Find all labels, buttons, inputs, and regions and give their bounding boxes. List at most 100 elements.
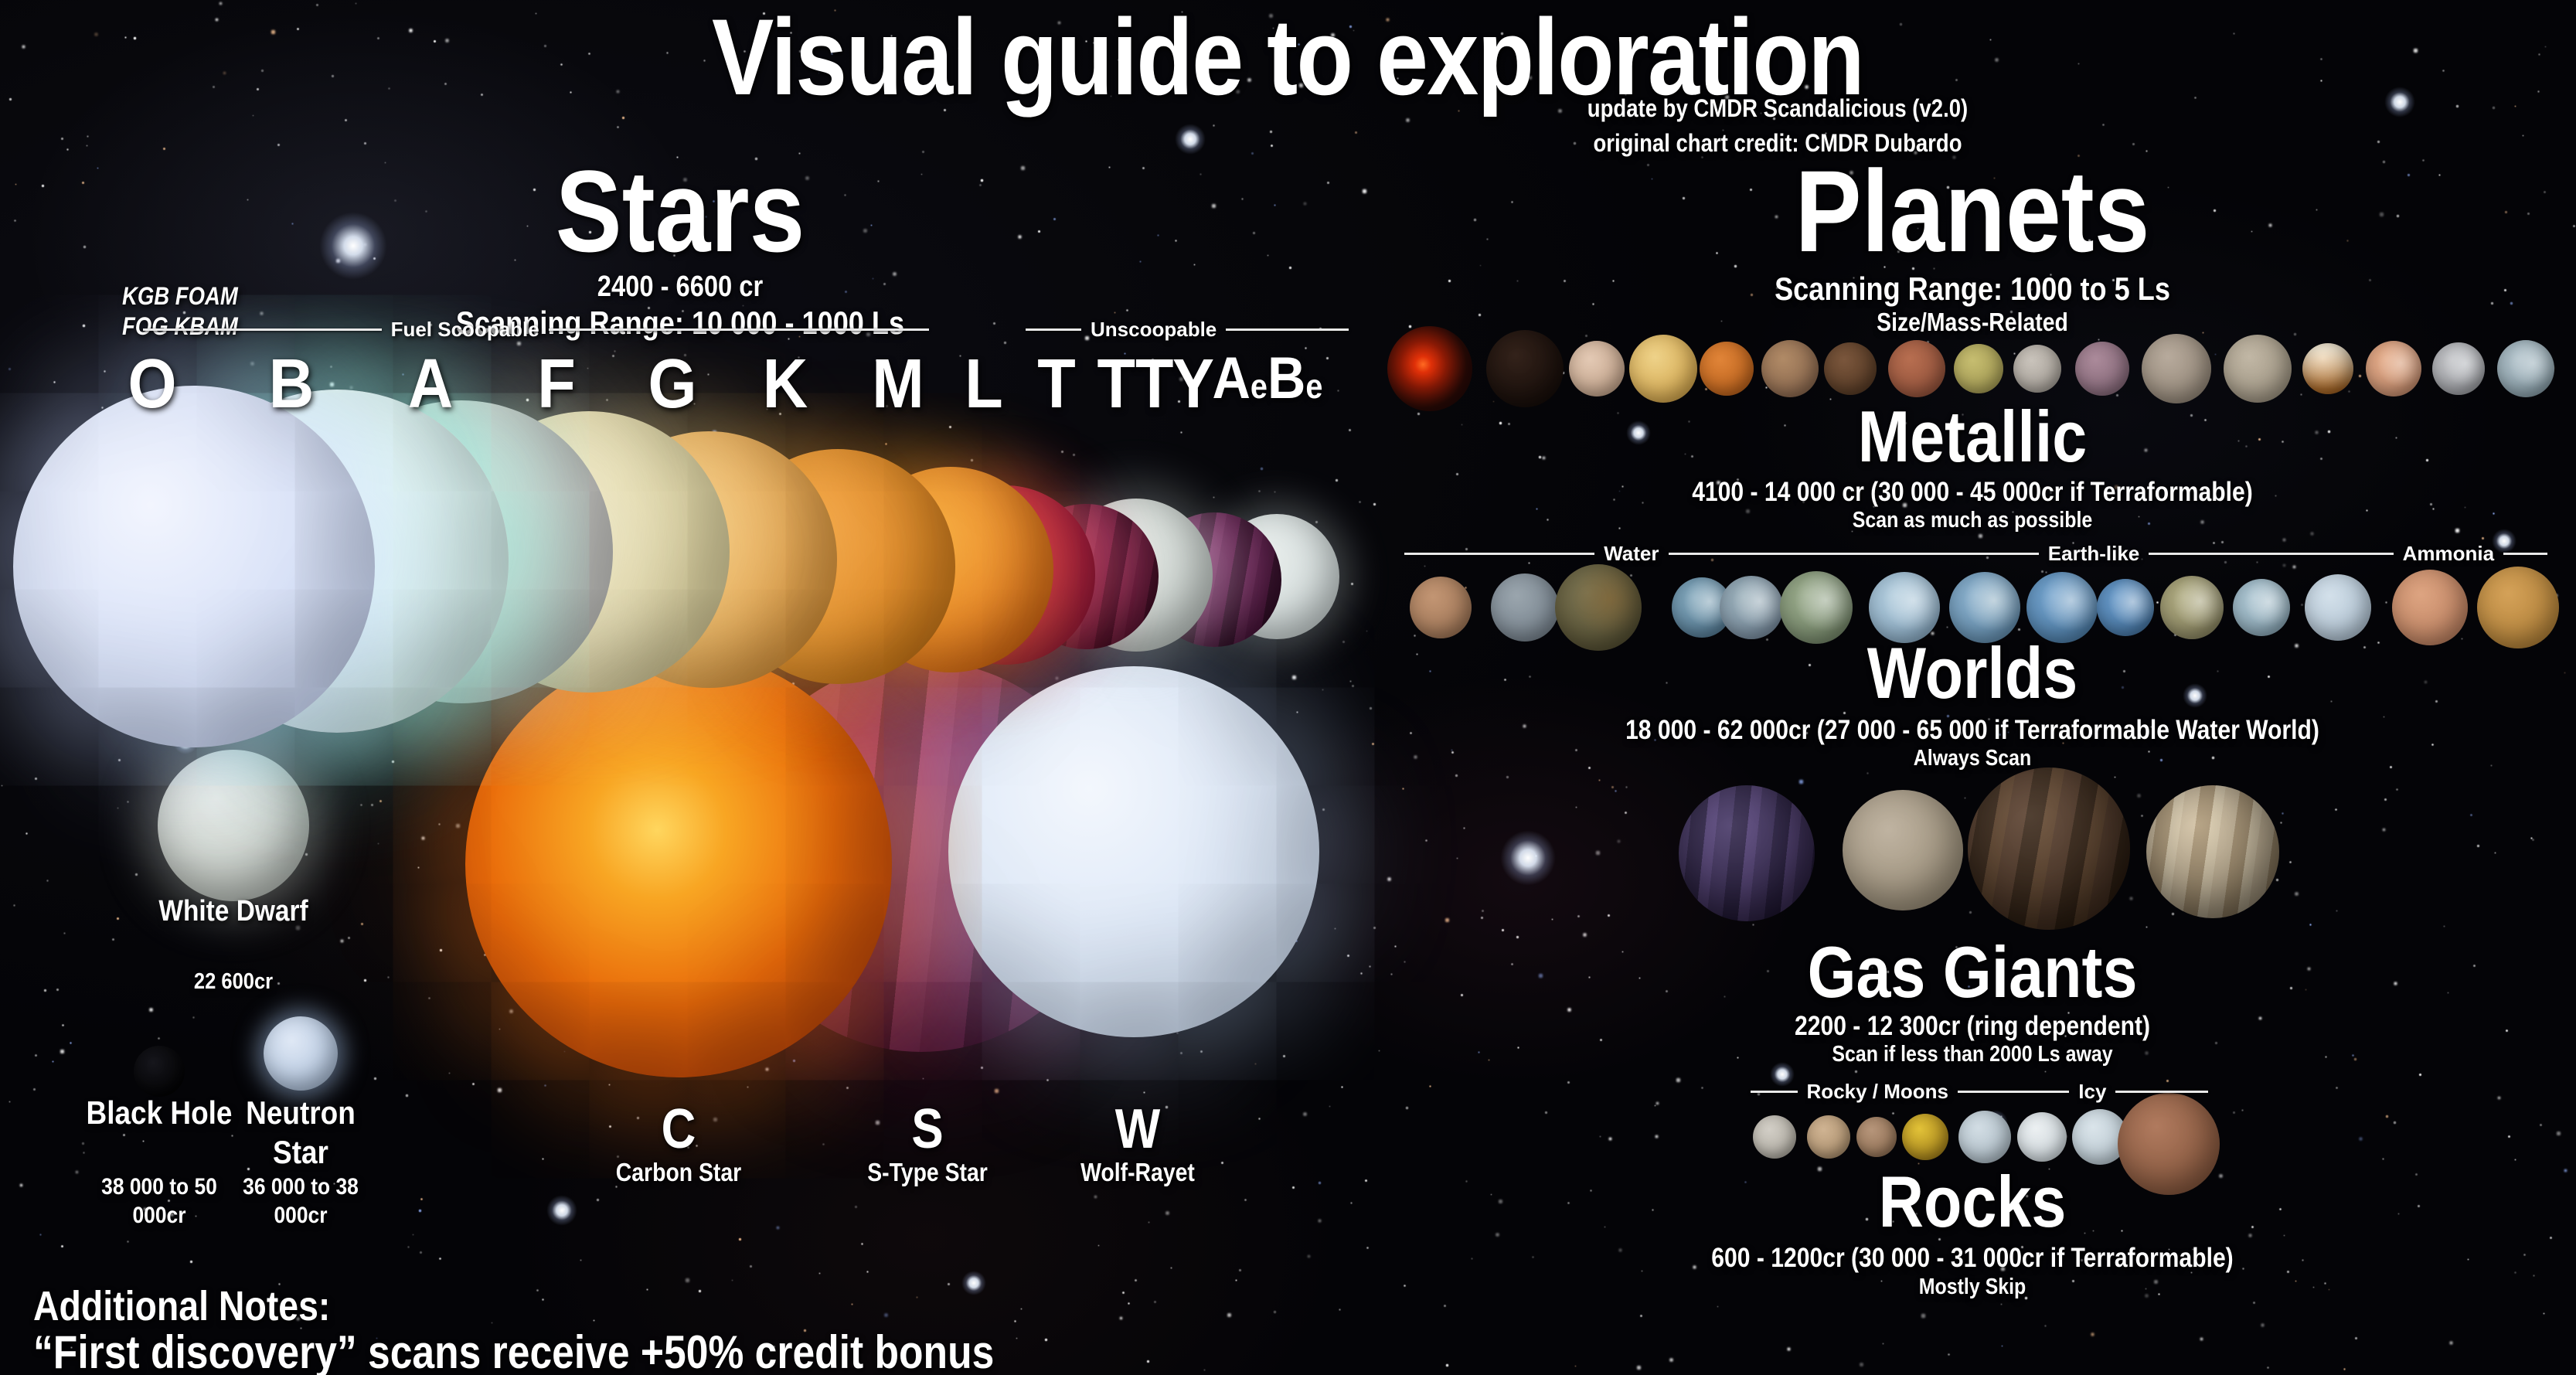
bright-star <box>546 1195 577 1226</box>
divider-line <box>2115 1090 2208 1093</box>
gas-giants-heading: Gas Giants <box>1807 931 2138 1013</box>
planet-worlds-2 <box>1491 573 1559 642</box>
planet-worlds-12 <box>2233 579 2290 636</box>
stars-scanning-range: Scanning Range: 10 000 - 1000 Ls <box>455 305 905 341</box>
star-class-letter-aebe: AeBe <box>1212 345 1323 411</box>
rocks-heading: Rocks <box>1878 1161 2067 1242</box>
planet-worlds-10 <box>2097 579 2154 636</box>
neutron-star-label: Neutron Star <box>246 1094 356 1171</box>
metallic-note: Scan as much as possible <box>1852 508 2093 533</box>
bright-star <box>319 212 387 280</box>
bright-star <box>1770 1062 1795 1087</box>
carbon-star-label: Carbon Star <box>615 1158 742 1186</box>
planet-rocks-5 <box>1958 1111 2011 1163</box>
gas-giants-note: Scan if less than 2000 Ls away <box>1832 1042 2113 1067</box>
planet-rocks-6 <box>2017 1112 2067 1162</box>
planet-metallic-5 <box>1700 342 1754 396</box>
stars-price: 2400 - 6600 cr <box>597 271 764 303</box>
divider-line <box>1751 1090 1798 1093</box>
bright-star <box>1175 124 1206 155</box>
metallic-heading: Metallic <box>1857 396 2088 477</box>
planet-worlds-11 <box>2160 576 2224 639</box>
planet-rocks-3 <box>1856 1117 1897 1157</box>
planets-size-note: Size/Mass-Related <box>1877 308 2068 336</box>
planet-metallic-16 <box>2432 342 2485 395</box>
divider-line <box>143 328 382 331</box>
planet-metallic-12 <box>2142 334 2211 403</box>
divider-line <box>1026 328 1082 331</box>
black-hole-label: Black Hole <box>86 1094 233 1131</box>
mnemonic: KGB FOAM FOG KBAM <box>122 281 238 342</box>
star-class-o-circle <box>13 386 375 747</box>
planet-rocks-2 <box>1807 1115 1850 1159</box>
divider-line <box>1226 328 1349 331</box>
carbon-star-letter: C <box>661 1098 696 1160</box>
mnemonic-line-2: FOG KBAM <box>122 312 238 341</box>
star-wolf-rayet-circle <box>948 666 1319 1037</box>
planet-metallic-7 <box>1824 342 1877 395</box>
planet-metallic-9 <box>1954 344 2003 393</box>
black-hole-circle <box>134 1046 185 1097</box>
planet-metallic-6 <box>1761 340 1819 397</box>
wolf-rayet-letter: W <box>1114 1098 1161 1160</box>
earth-like-label: Earth-like <box>2047 541 2140 565</box>
planet-rocks-4 <box>1902 1114 1948 1160</box>
star-class-letter-a: A <box>407 345 454 423</box>
white-dwarf-circle <box>158 750 309 901</box>
worlds-heading: Worlds <box>1866 632 2078 713</box>
star-carbon-star-circle <box>465 651 892 1077</box>
bright-star <box>2183 683 2207 708</box>
star-class-letter-b: B <box>268 345 315 423</box>
planet-worlds-5 <box>1720 576 1783 639</box>
bright-star <box>961 1271 986 1295</box>
credit-update: update by CMDR Scandalicious (v2.0) <box>1587 94 1969 122</box>
planets-scanning-range: Scanning Range: 1000 to 5 Ls <box>1775 271 2170 307</box>
planet-metallic-4 <box>1629 335 1697 403</box>
star-class-letter-l: L <box>965 345 1003 423</box>
worlds-price: 18 000 - 62 000cr (27 000 - 65 000 if Te… <box>1625 715 2319 745</box>
star-class-letter-f: F <box>537 345 576 423</box>
s-type-star-label: S-Type Star <box>867 1158 988 1186</box>
planet-metallic-1 <box>1387 326 1472 411</box>
neutron-star-circle <box>264 1016 338 1091</box>
planet-metallic-14 <box>2302 343 2353 394</box>
planet-metallic-2 <box>1486 330 1564 407</box>
planet-metallic-15 <box>2366 341 2421 397</box>
rocks-price: 600 - 1200cr (30 000 - 31 000cr if Terra… <box>1711 1243 2234 1273</box>
divider-line <box>548 328 929 331</box>
credit-original: original chart credit: CMDR Dubardo <box>1593 128 1962 157</box>
metallic-price: 4100 - 14 000 cr (30 000 - 45 000cr if T… <box>1692 477 2253 507</box>
planet-worlds-15 <box>2477 567 2559 648</box>
bright-star <box>1626 420 1651 445</box>
divider-line <box>1958 1090 2070 1093</box>
divider-line <box>2503 552 2548 555</box>
divider-line <box>2149 552 2394 555</box>
star-class-letter-g: G <box>648 345 697 423</box>
unscoopable-divider: Unscoopable <box>1026 315 1349 343</box>
planet-worlds-14 <box>2392 570 2468 645</box>
water-label: Water <box>1604 541 1659 565</box>
planet-worlds-8 <box>1949 572 2020 643</box>
divider-line <box>1404 552 1595 555</box>
planet-rocks-8 <box>2118 1093 2220 1195</box>
black-hole-price: 38 000 to 50 000cr <box>101 1174 217 1228</box>
rocks-note: Mostly Skip <box>1918 1275 2026 1299</box>
planet-worlds-3 <box>1555 564 1642 651</box>
page-title: Visual guide to exploration <box>711 0 1865 117</box>
planet-metallic-8 <box>1888 340 1945 397</box>
stars-heading: Stars <box>555 146 805 276</box>
icy-label: Icy <box>2078 1079 2107 1103</box>
planet-gas-giants-1 <box>1679 785 1815 921</box>
fuel-scoopable-divider: Fuel Scoopable <box>143 315 929 343</box>
additional-notes-heading: Additional Notes: <box>33 1283 331 1329</box>
planet-metallic-3 <box>1569 341 1625 397</box>
white-dwarf-price: 22 600cr <box>193 969 274 994</box>
worlds-note: Always Scan <box>1913 746 2032 771</box>
worlds-divider: Water Earth-like Ammonia <box>1404 539 2548 567</box>
star-class-letter-y: Y <box>1172 345 1215 423</box>
s-type-star-letter: S <box>911 1098 944 1160</box>
star-class-letter-m: M <box>872 345 924 423</box>
planet-worlds-9 <box>2026 572 2098 643</box>
fuel-scoopable-label: Fuel Scoopable <box>390 317 539 341</box>
